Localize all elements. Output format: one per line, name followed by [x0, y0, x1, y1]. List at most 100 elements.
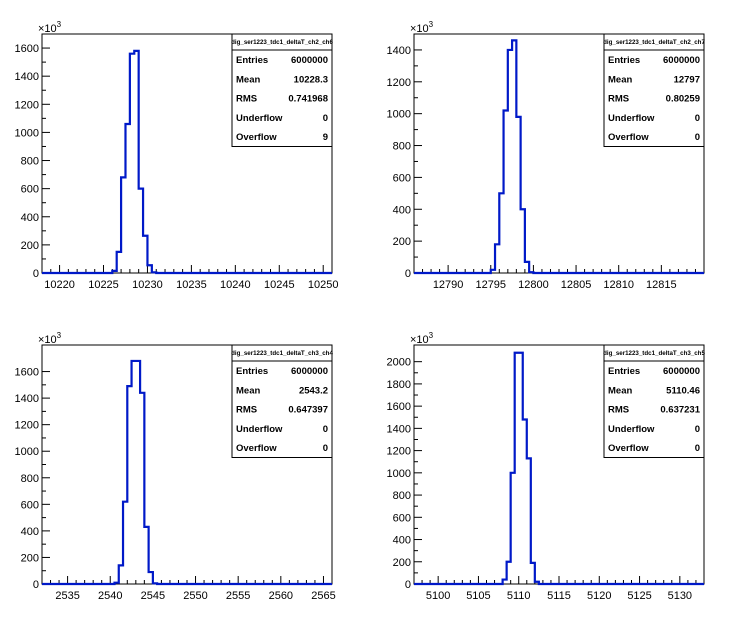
x-tick-label: 2545: [141, 590, 165, 602]
histogram-bin: [132, 361, 136, 584]
y-tick-label: 1200: [15, 420, 39, 432]
stats-value: 0: [323, 443, 328, 454]
stats-box-frame: [231, 33, 333, 147]
y-tick-label: 1400: [387, 423, 411, 435]
y-tick-label: 200: [393, 557, 411, 569]
stats-label: RMS: [608, 405, 629, 416]
stats-label: Underflow: [608, 113, 655, 124]
y-tick-label: 200: [393, 236, 411, 248]
y-tick-label: 400: [21, 526, 39, 538]
y-tick-label: 600: [393, 512, 411, 524]
stats-value: 0: [323, 113, 328, 124]
y-multiplier-label: ×103: [410, 20, 434, 35]
x-tick-label: 12800: [518, 279, 549, 291]
stats-value: 5110.46: [666, 385, 700, 396]
histogram-pad-2: 0 200 400 600 800 1000 1200 1400 12790 12795 12800…: [387, 20, 706, 291]
y-tick-label: 1000: [387, 109, 411, 121]
x-tick-label: 12790: [433, 279, 464, 291]
stats-label: Mean: [608, 385, 632, 396]
stats-value: 9: [323, 132, 328, 143]
y-tick-label: 1200: [387, 446, 411, 458]
y-tick-label: 0: [405, 268, 411, 280]
y-tick-label: 1200: [387, 77, 411, 89]
y-tick-label: 800: [393, 141, 411, 153]
x-tick-label: 5110: [507, 590, 531, 602]
stats-title: dig_ser1223_tdc1_deltaT_ch3_ch5: [603, 350, 705, 357]
stats-label: Underflow: [236, 424, 283, 435]
x-tick-label: 5120: [587, 590, 611, 602]
stats-value: 0.741968: [288, 94, 328, 105]
stats-label: Mean: [608, 74, 632, 85]
y-tick-label: 1400: [15, 71, 39, 83]
stats-value: 2543.2: [299, 385, 328, 396]
histogram-bin: [136, 361, 140, 584]
y-tick-label: 1400: [387, 45, 411, 57]
stats-box-frame: [603, 344, 705, 458]
y-tick-label: 600: [21, 184, 39, 196]
stats-label: Overflow: [236, 132, 277, 143]
stats-box: dig_ser1223_tdc1_deltaT_ch2_ch7 Entries 60…: [603, 33, 705, 147]
y-multiplier-base: ×10: [410, 23, 429, 35]
stats-label: Mean: [236, 385, 260, 396]
histogram-line: [414, 351, 704, 586]
stats-value: 12797: [674, 74, 700, 85]
y-tick-label: 200: [21, 240, 39, 252]
histogram-line: [42, 359, 332, 586]
x-tick-label: 10225: [88, 279, 119, 291]
x-tick-label: 10230: [132, 279, 163, 291]
y-tick-label: 0: [405, 579, 411, 591]
stats-label: Mean: [236, 74, 260, 85]
stats-title: dig_ser1223_tdc1_deltaT_ch2_ch6: [231, 39, 333, 46]
y-tick-label: 1200: [15, 99, 39, 111]
y-multiplier-base: ×10: [410, 334, 429, 346]
stats-box-frame: [603, 33, 705, 147]
stats-box: dig_ser1223_tdc1_deltaT_ch3_ch5 Entries 60…: [603, 344, 705, 458]
x-tick-label: 2555: [226, 590, 250, 602]
x-tick-label: 5100: [426, 590, 450, 602]
stats-box: dig_ser1223_tdc1_deltaT_ch3_ch4 Entries 60…: [231, 344, 333, 458]
stats-box: dig_ser1223_tdc1_deltaT_ch2_ch6 Entries 60…: [231, 33, 333, 147]
y-tick-label: 1000: [387, 468, 411, 480]
y-tick-label: 0: [33, 579, 39, 591]
y-tick-label: 0: [33, 268, 39, 280]
x-tick-label: 12815: [646, 279, 677, 291]
x-tick-label: 12805: [561, 279, 592, 291]
y-multiplier-label: ×103: [38, 20, 62, 35]
stats-label: Entries: [236, 366, 268, 377]
stats-value: 10228.3: [294, 74, 328, 85]
stats-label: Underflow: [608, 424, 655, 435]
stats-title: dig_ser1223_tdc1_deltaT_ch3_ch4: [231, 350, 333, 357]
y-multiplier-exponent: 3: [57, 20, 62, 29]
stats-value: 0: [695, 132, 700, 143]
x-tick-label: 5125: [627, 590, 651, 602]
y-multiplier-exponent: 3: [57, 331, 62, 340]
stats-label: Entries: [236, 55, 268, 66]
y-tick-label: 800: [21, 473, 39, 485]
x-tick-label: 5115: [547, 590, 571, 602]
y-tick-label: 400: [393, 204, 411, 216]
y-tick-label: 2000: [387, 357, 411, 369]
stats-label: RMS: [236, 405, 257, 416]
x-tick-label: 12795: [475, 279, 506, 291]
y-tick-label: 1000: [15, 446, 39, 458]
stats-value: 6000000: [663, 366, 700, 377]
stats-label: Overflow: [608, 132, 649, 143]
stats-value: 0: [323, 424, 328, 435]
stats-value: 0.80259: [666, 94, 700, 105]
y-multiplier-base: ×10: [38, 23, 57, 35]
y-tick-label: 400: [393, 535, 411, 547]
histogram-pad-4: 0 200 400 600 800 1000 1200 1400 1600 1800 2000 510…: [387, 331, 706, 602]
x-tick-label: 12810: [603, 279, 634, 291]
stats-label: RMS: [236, 94, 257, 105]
histogram-pad-1: 0 200 400 600 800 1000 1200 1400 1600 10220 10225 1…: [15, 20, 339, 291]
y-multiplier-exponent: 3: [429, 331, 434, 340]
y-tick-label: 600: [21, 499, 39, 511]
y-multiplier-label: ×103: [38, 331, 62, 346]
stats-value: 0.637231: [660, 405, 700, 416]
x-tick-label: 2540: [98, 590, 122, 602]
x-tick-label: 5130: [668, 590, 692, 602]
y-tick-label: 1600: [15, 43, 39, 55]
x-tick-label: 2565: [311, 590, 335, 602]
histogram-line: [42, 49, 332, 275]
